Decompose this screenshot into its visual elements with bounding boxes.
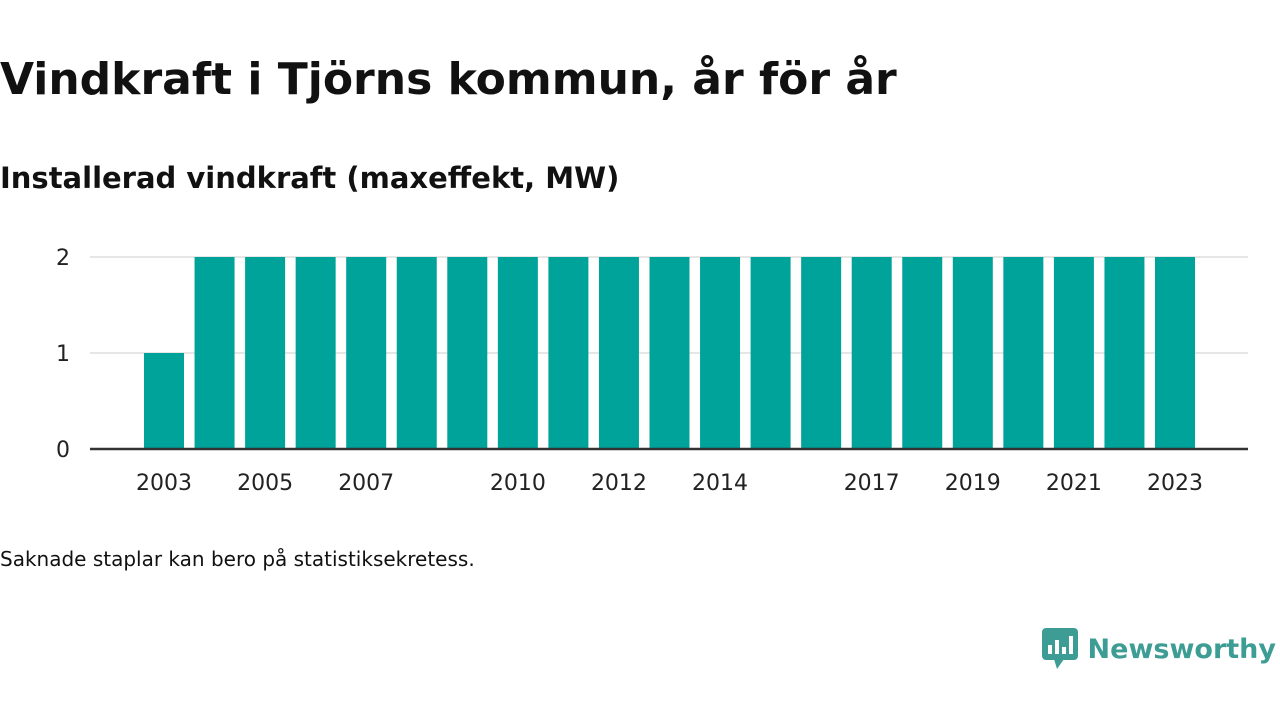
x-tick-label: 2005	[237, 471, 293, 496]
bar	[396, 257, 437, 449]
x-tick-label: 2019	[945, 471, 1001, 496]
x-tick-label: 2007	[338, 471, 394, 496]
chart-subtitle: Installerad vindkraft (maxeffekt, MW)	[0, 161, 620, 195]
bar	[144, 353, 184, 449]
bar	[346, 257, 387, 449]
bar	[295, 257, 336, 449]
bar	[497, 257, 538, 449]
bar	[447, 257, 488, 449]
bars	[144, 257, 1195, 449]
y-tick-label: 1	[56, 342, 70, 367]
y-tick-label: 0	[56, 438, 70, 463]
y-tick-labels: 0 1 2	[56, 246, 70, 463]
bar-chart: 0 1 2 2003 2005 2007 2010 2012 2014 2017 2019 2021…	[56, 246, 1248, 496]
bar	[952, 257, 993, 449]
x-tick-label: 2014	[692, 471, 748, 496]
x-tick-label: 2021	[1046, 471, 1102, 496]
y-tick-label: 2	[56, 246, 70, 271]
brand-name: Newsworthy	[1087, 633, 1276, 665]
bar	[649, 257, 690, 449]
x-tick-labels: 2003 2005 2007 2010 2012 2014 2017 2019 2021 2023	[136, 471, 1203, 496]
x-tick-label: 2010	[490, 471, 546, 496]
bar	[548, 257, 589, 449]
bar	[1104, 257, 1145, 449]
bar	[902, 257, 943, 449]
bar	[245, 257, 286, 449]
bar	[801, 257, 842, 449]
bar	[851, 257, 892, 449]
x-tick-label: 2003	[136, 471, 192, 496]
bar	[194, 257, 235, 449]
x-tick-label: 2023	[1147, 471, 1203, 496]
bar	[750, 257, 791, 449]
x-tick-label: 2012	[591, 471, 647, 496]
brand-logo: Newsworthy	[1041, 628, 1276, 670]
bar	[598, 257, 639, 449]
bar	[700, 257, 741, 449]
footnote: Saknade staplar kan bero på statistiksek…	[0, 547, 475, 571]
bar	[1053, 257, 1094, 449]
bar	[1003, 257, 1044, 449]
chart-title: Vindkraft i Tjörns kommun, år för år	[0, 54, 897, 105]
newsworthy-logo-icon	[1041, 628, 1078, 669]
bar	[1155, 257, 1195, 449]
x-tick-label: 2017	[844, 471, 900, 496]
